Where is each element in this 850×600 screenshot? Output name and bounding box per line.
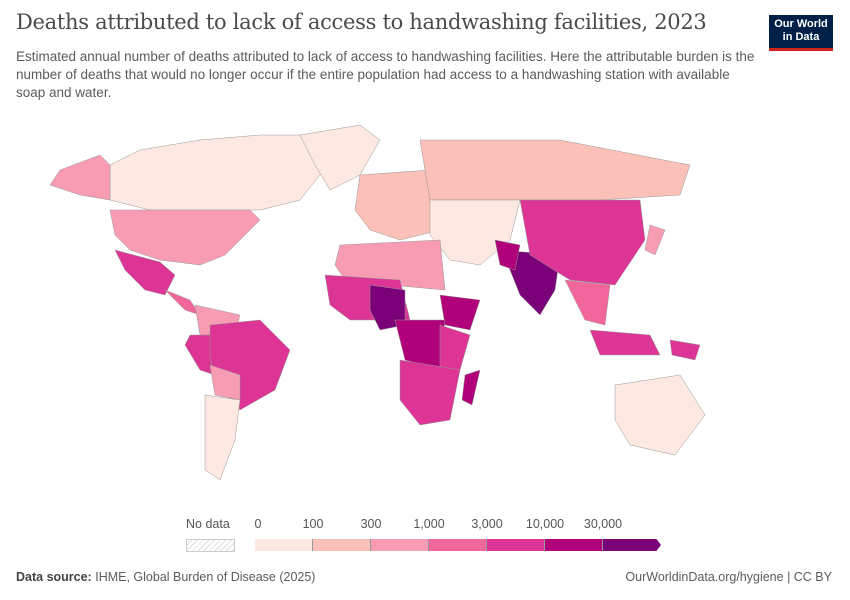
data-source: Data source: IHME, Global Burden of Dise…	[16, 570, 315, 584]
legend-tick-label: 300	[360, 517, 382, 531]
country-china[interactable]	[519, 199, 646, 286]
country-madagascar[interactable]	[461, 369, 481, 406]
country-russia[interactable]	[419, 139, 691, 201]
legend-tick-label: 0	[254, 517, 262, 531]
country-pakistan[interactable]	[494, 239, 521, 271]
country-australia[interactable]	[614, 374, 706, 456]
legend-no-data-label: No data	[186, 517, 230, 531]
country-east-africa[interactable]	[439, 324, 471, 371]
legend-bin-1[interactable]	[313, 539, 371, 551]
owid-logo[interactable]: Our World in Data	[769, 15, 833, 51]
country-peru[interactable]	[184, 334, 216, 376]
map-legend: No data 0 100 300 1,000 3,000 10,000 30,000	[180, 515, 670, 555]
country-alaska[interactable]	[49, 154, 111, 201]
country-nigeria[interactable]	[369, 284, 406, 331]
legend-no-data-swatch	[186, 539, 235, 552]
legend-tick-label: 10,000	[525, 517, 565, 531]
logo-text: Our World in Data	[774, 18, 828, 43]
country-ethiopia[interactable]	[439, 294, 481, 331]
country-japan[interactable]	[644, 224, 666, 256]
country-southern-africa[interactable]	[399, 359, 461, 426]
world-map	[49, 124, 706, 481]
legend-bin-3[interactable]	[429, 539, 487, 551]
legend-bin-6[interactable]	[603, 539, 661, 551]
country-indonesia[interactable]	[589, 329, 661, 356]
page-subtitle: Estimated annual number of deaths attrib…	[16, 49, 755, 100]
country-central-america[interactable]	[164, 289, 201, 316]
country-argentina-chile[interactable]	[204, 394, 241, 481]
country-southeast-asia[interactable]	[564, 279, 611, 326]
source-link[interactable]: OurWorldinData.org/hygiene | CC BY	[625, 570, 832, 584]
legend-tick-label: 3,000	[471, 517, 503, 531]
data-source-text: IHME, Global Burden of Disease (2025)	[95, 570, 316, 584]
country-united-states[interactable]	[109, 209, 261, 266]
legend-bin-0[interactable]	[255, 539, 313, 551]
legend-bin-5[interactable]	[545, 539, 603, 551]
legend-tick-label: 30,000	[583, 517, 623, 531]
page-title: Deaths attributed to lack of access to h…	[16, 10, 707, 34]
legend-tick-label: 1,000	[413, 517, 445, 531]
legend-bin-4[interactable]	[487, 539, 545, 551]
country-mexico[interactable]	[114, 249, 176, 296]
data-source-label: Data source:	[16, 570, 92, 584]
legend-tick-label: 100	[302, 517, 324, 531]
country-papua-new-guinea[interactable]	[669, 339, 701, 361]
legend-bin-2[interactable]	[371, 539, 429, 551]
